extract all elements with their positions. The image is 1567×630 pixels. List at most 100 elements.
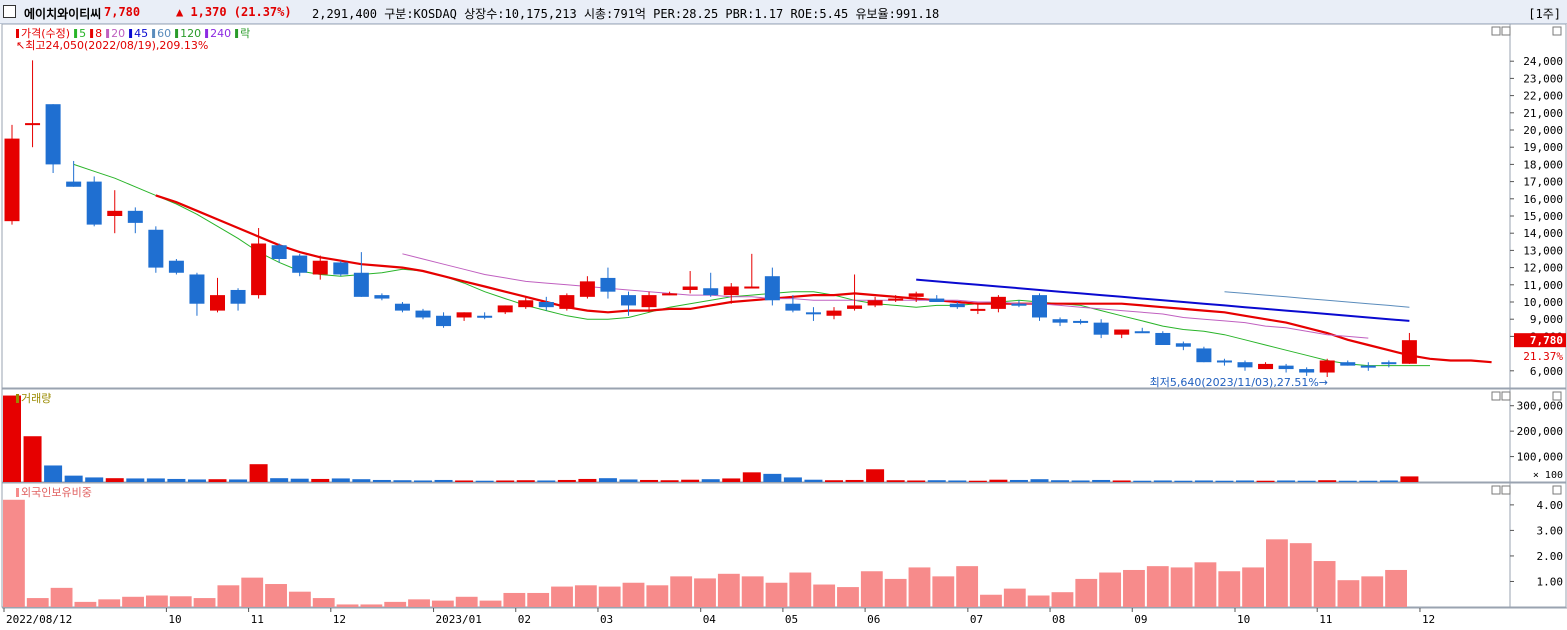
legend-marker [16, 394, 19, 403]
axis-frame [1509, 24, 1567, 389]
foreign-bar [1123, 569, 1145, 607]
foreign-bar [598, 586, 621, 607]
foreign-bar [1170, 567, 1193, 607]
volume-bar [1112, 480, 1131, 482]
x-tick-label: 2022/08/12 [6, 613, 72, 626]
volume-bar [1379, 480, 1398, 482]
foreign-bar [74, 601, 97, 607]
x-tick-label: 04 [703, 613, 717, 626]
axis-option-button[interactable] [1552, 391, 1562, 401]
minimize-button[interactable] [1491, 485, 1501, 495]
x-tick-label: 10 [1237, 613, 1250, 626]
select-checkbox[interactable] [3, 5, 16, 18]
y-tick-label: 20,000 [1523, 124, 1563, 137]
y-tick-label: 2.00 [1537, 550, 1564, 563]
x-tick-label: 06 [867, 613, 880, 626]
foreign-bar [1218, 571, 1241, 607]
candle-body [271, 245, 287, 259]
volume-bar [804, 479, 823, 482]
volume-bar [1194, 480, 1213, 482]
candle-body [908, 293, 924, 297]
candle-body [66, 181, 82, 187]
volume-bar [126, 478, 145, 482]
y-tick-label: 24,000 [1523, 55, 1563, 68]
x-tick-label: 11 [1319, 613, 1332, 626]
foreign-bar [479, 600, 502, 607]
maximize-button[interactable] [1501, 485, 1511, 495]
volume-bar [372, 479, 391, 482]
volume-bar [455, 480, 474, 482]
volume-bar [660, 480, 679, 482]
legend-marker [16, 488, 19, 497]
candle-body [1278, 365, 1294, 370]
volume-legend: 거래량 [21, 392, 51, 405]
foreign-bar [431, 600, 454, 607]
candle-body [477, 315, 493, 318]
foreign-bar [1003, 588, 1026, 607]
period-selector[interactable]: [1주] [1528, 7, 1561, 21]
candle-body [497, 305, 513, 313]
y-tick-label: 13,000 [1523, 244, 1563, 257]
volume-bar [1256, 480, 1275, 482]
candle-body [764, 276, 780, 301]
volume-bar [1215, 480, 1234, 482]
legend-item-0: 가격(수정) [21, 27, 70, 40]
minimize-button[interactable] [1491, 26, 1501, 36]
candle-body [970, 308, 986, 311]
candle-body [456, 312, 472, 318]
foreign-bar [813, 584, 836, 607]
legend-item-3: 20 [111, 27, 125, 40]
volume-bar [249, 464, 268, 482]
volume-bar [64, 475, 83, 482]
legend-item-7: 240 [210, 27, 231, 40]
foreign-bar [980, 594, 1002, 607]
axis-frame [1509, 388, 1567, 483]
axis-option-button[interactable] [1552, 485, 1562, 495]
stock-name[interactable]: 에이치와이티씨 [24, 7, 102, 21]
foreign-bar [50, 587, 73, 607]
candle-body [1114, 329, 1130, 335]
foreign-bar [1194, 562, 1217, 607]
legend-marker [235, 29, 239, 38]
candle-body [1299, 369, 1315, 373]
foreign-bar [860, 571, 883, 607]
foreign-bar [98, 599, 121, 607]
legend-marker [129, 29, 133, 38]
foreign-bar [741, 576, 764, 607]
foreign-bar [1337, 580, 1360, 607]
maximize-button[interactable] [1501, 26, 1511, 36]
volume-bar [1236, 480, 1254, 482]
candle-body [1340, 362, 1356, 366]
axis-option-button[interactable] [1552, 26, 1562, 36]
current-price: 7,780 [104, 5, 141, 19]
candle-body [847, 305, 863, 309]
foreign-bar [455, 596, 478, 607]
candle-body [723, 286, 739, 296]
volume-bar [352, 479, 371, 482]
volume-bar [825, 480, 843, 482]
panel-frame [1, 388, 1511, 483]
volume-bar [23, 436, 42, 482]
candle-body [641, 295, 657, 308]
legend-item-4: 45 [134, 27, 148, 40]
foreign-bar [384, 601, 407, 607]
legend-marker [175, 29, 179, 38]
ma-20-line [402, 253, 1369, 339]
foreign-bar [670, 576, 693, 607]
foreign-bar [1051, 592, 1074, 607]
foreign-bar [1242, 567, 1265, 607]
y-tick-label: 22,000 [1523, 90, 1563, 103]
y-tick-label: 9,000 [1530, 313, 1563, 326]
candle-body [929, 298, 945, 302]
high-annotation: ↖최고24,050(2022/08/19),209.13% [16, 39, 208, 52]
maximize-button[interactable] [1501, 391, 1511, 401]
pct-tag: 21.37% [1523, 350, 1563, 363]
candle-body [189, 274, 205, 304]
volume-bar [1051, 480, 1070, 482]
candle-body [1155, 332, 1171, 345]
minimize-button[interactable] [1491, 391, 1501, 401]
y-tick-label: 23,000 [1523, 72, 1563, 85]
legend-item-8: 락 [240, 27, 250, 40]
candle-body [4, 138, 20, 222]
x-tick-label: 10 [168, 613, 181, 626]
